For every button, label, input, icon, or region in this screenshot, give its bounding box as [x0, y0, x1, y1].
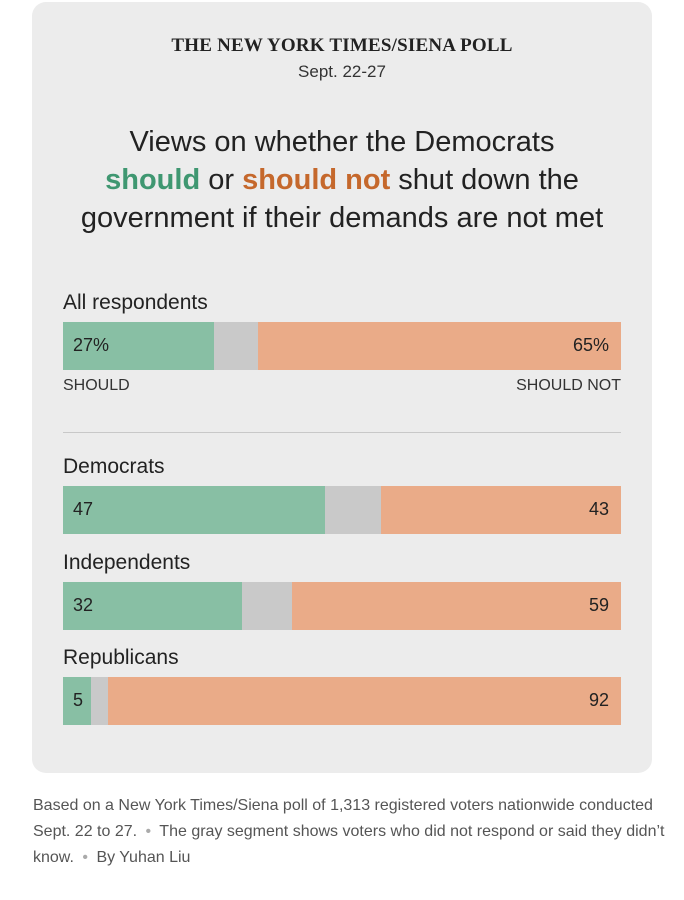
title-line-1: Views on whether the Democrats — [129, 126, 555, 158]
axis-label-should: SHOULD — [63, 377, 130, 394]
bar-segment-should-not — [258, 322, 621, 370]
bar-segment-should-not — [381, 486, 621, 534]
bar-label: All respondents — [63, 291, 208, 314]
title-keyword-should-not: should not — [242, 164, 391, 196]
value-label-should: 47 — [73, 499, 94, 519]
poll-name: THE NEW YORK TIMES/SIENA POLL — [171, 35, 513, 56]
bar-segment-should — [63, 582, 242, 630]
value-label-should-not: 92 — [588, 690, 609, 710]
bar-label: Republicans — [63, 646, 179, 669]
bar-segment-should-not — [107, 677, 621, 725]
bar-segment-unsure — [90, 677, 108, 725]
footnote: Based on a New York Times/Siena poll of … — [33, 793, 673, 871]
footnote-gray-note: The gray segment shows voters who did no… — [33, 823, 665, 866]
stacked-bar: 27% 65% — [63, 322, 621, 370]
divider — [63, 432, 621, 433]
title-line-2-rest: shut down the — [390, 164, 579, 196]
value-label-should: 5 — [73, 690, 84, 710]
title-line-3: government if their demands are not met — [80, 202, 604, 234]
value-label-should: 27% — [73, 335, 110, 355]
footnote-byline: By Yuhan Liu — [96, 849, 191, 866]
bar-segment-unsure — [325, 486, 382, 534]
stacked-bar: 47 43 — [63, 486, 621, 534]
bar-segment-unsure — [213, 322, 259, 370]
bar-label: Independents — [63, 551, 191, 574]
value-label-should-not: 65% — [572, 335, 609, 355]
bar-label: Democrats — [63, 455, 165, 478]
stacked-bar: 5 92 — [63, 677, 621, 725]
chart-title: Views on whether the Democrats should or… — [32, 123, 652, 237]
bullet-separator: • — [145, 823, 152, 840]
axis-label-should-not: SHOULD NOT — [516, 377, 621, 394]
value-label-should: 32 — [73, 595, 94, 615]
stacked-bar: 32 59 — [63, 582, 621, 630]
bar-segment-unsure — [241, 582, 292, 630]
value-label-should-not: 59 — [588, 595, 609, 615]
chart-card: THE NEW YORK TIMES/SIENA POLL Sept. 22-2… — [32, 2, 652, 773]
bar-segment-should-not — [291, 582, 621, 630]
footnote-source: Based on a New York Times/Siena poll of … — [33, 797, 653, 840]
bar-segment-should — [63, 486, 326, 534]
poll-dates: Sept. 22-27 — [298, 62, 386, 81]
title-or: or — [200, 164, 243, 196]
bar-segment-should — [63, 677, 91, 725]
value-label-should-not: 43 — [588, 499, 609, 519]
bullet-separator: • — [82, 849, 88, 866]
bar-segment-should — [63, 322, 214, 370]
title-keyword-should: should — [105, 164, 201, 196]
